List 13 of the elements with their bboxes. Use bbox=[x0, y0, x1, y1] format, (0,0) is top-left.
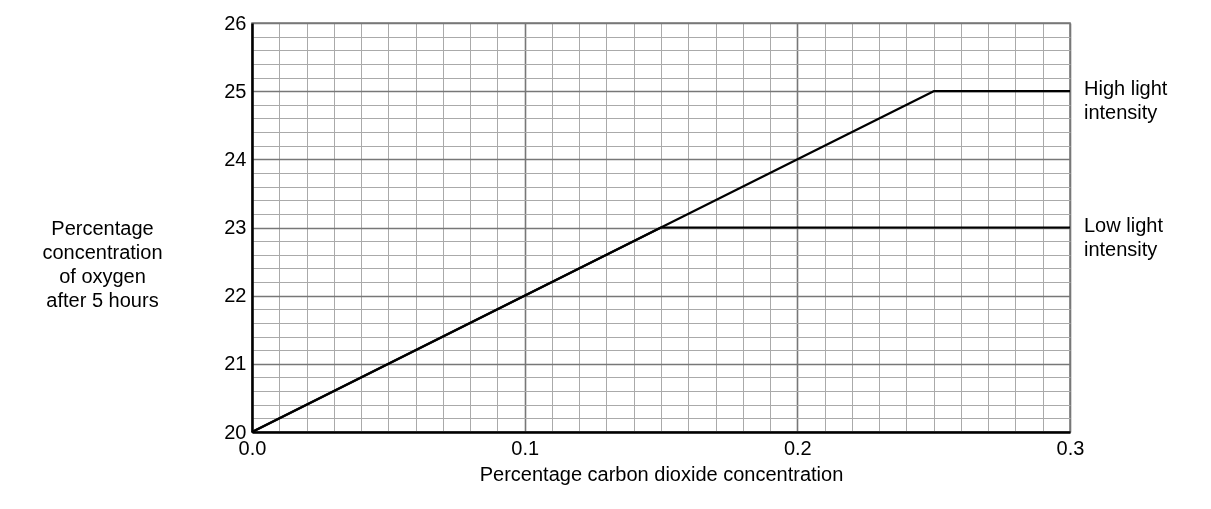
x-tick-label: 0.3 bbox=[1056, 436, 1085, 459]
y-tick-label: 26 bbox=[224, 11, 247, 34]
x-axis-title: Percentage carbon dioxide concentration bbox=[479, 462, 844, 485]
y-tick-label: 22 bbox=[224, 284, 247, 307]
y-tick-label: 21 bbox=[224, 352, 247, 375]
y-tick-label: 23 bbox=[224, 216, 247, 238]
x-tick-label: 0.1 bbox=[511, 436, 540, 459]
x-tick-label: 0.2 bbox=[783, 436, 812, 459]
y-axis-title: Percentage concentration of oxygen after 5 hours bbox=[42, 216, 163, 311]
series-label: Low light intensity bbox=[1084, 213, 1164, 260]
y-tick-label: 25 bbox=[224, 79, 247, 102]
y-tick-label: 24 bbox=[224, 147, 247, 170]
series-label: High light intensity bbox=[1084, 77, 1168, 124]
